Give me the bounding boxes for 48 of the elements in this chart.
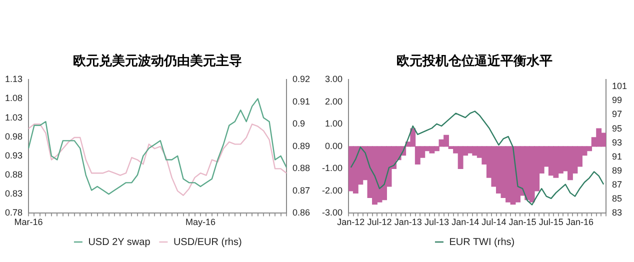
y-tick-label: 2.00 xyxy=(324,96,343,106)
y-tick-label: 1.03 xyxy=(4,112,23,122)
y-tick-label: -1.00 xyxy=(322,163,343,174)
x-tick-label: Jan-13 xyxy=(394,217,422,228)
x-tick-label: Jul-12 xyxy=(367,217,392,228)
y2-tick-label: 93 xyxy=(612,137,622,148)
y2-tick-label: 0.92 xyxy=(292,74,310,84)
y2-tick-label: 97 xyxy=(612,109,622,120)
x-tick-label: Jul-14 xyxy=(482,217,506,228)
legend-label: USD/EUR (rhs) xyxy=(173,236,242,248)
x-tick-label: Jul-15 xyxy=(538,217,564,228)
y-tick-label: 0.78 xyxy=(4,208,23,218)
y2-tick-label: 0.91 xyxy=(292,96,310,106)
y2-tick-label: 0.9 xyxy=(292,118,305,129)
y2-tick-label: 91 xyxy=(612,151,622,162)
y2-tick-label: 0.86 xyxy=(292,208,310,218)
y2-tick-label: 0.87 xyxy=(292,185,310,196)
y-tick-label: 1.08 xyxy=(4,93,23,104)
y2-tick-label: 87 xyxy=(612,180,622,190)
y2-tick-label: 0.89 xyxy=(292,140,310,151)
y-tick-label: 0.88 xyxy=(4,170,23,180)
y-tick-label: -3.00 xyxy=(322,208,343,218)
y2-tick-label: 83 xyxy=(612,208,622,218)
y-tick-label: 1.00 xyxy=(324,118,343,129)
y-tick-label: 3.00 xyxy=(324,74,343,84)
y2-tick-label: 85 xyxy=(612,194,622,204)
chart-title: 欧元兑美元波动仍由美元主导 xyxy=(73,53,242,70)
x-tick-label: Mar-16 xyxy=(14,217,43,228)
x-tick-label: Jan-15 xyxy=(508,217,536,228)
y2-tick-label: 89 xyxy=(612,165,622,176)
y2-tick-label: 0.88 xyxy=(292,163,310,174)
y-tick-label: 1.13 xyxy=(4,74,23,84)
y-tick-label: 0.83 xyxy=(4,188,23,199)
x-tick-label: Jul-13 xyxy=(424,217,449,228)
x-tick-label: Jan-14 xyxy=(452,217,480,228)
y2-tick-label: 99 xyxy=(612,95,622,106)
y2-tick-label: 95 xyxy=(612,123,622,134)
chart-title: 欧元投机仓位逼近平衡水平 xyxy=(396,53,552,70)
legend-label: EUR TWI (rhs) xyxy=(449,236,515,248)
y-tick-label: 0.98 xyxy=(4,131,23,142)
x-tick-label: Jan-12 xyxy=(337,217,365,228)
y2-tick-label: 101 xyxy=(612,81,628,92)
y-tick-label: -2.00 xyxy=(322,185,343,196)
x-tick-label: May-16 xyxy=(185,217,216,228)
y-tick-label: 0.93 xyxy=(4,150,23,160)
legend-label: USD 2Y swap xyxy=(88,236,151,248)
y-tick-label: 0.00 xyxy=(324,140,343,151)
x-tick-label: Jan-16 xyxy=(566,217,594,228)
